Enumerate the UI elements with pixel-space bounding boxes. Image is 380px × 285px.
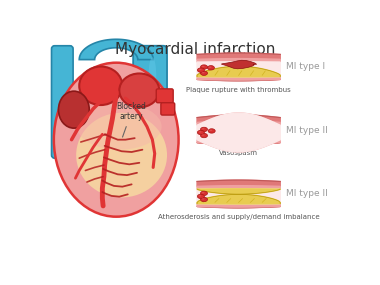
Text: Myocardial infarction: Myocardial infarction: [114, 42, 275, 57]
Polygon shape: [197, 189, 280, 204]
Ellipse shape: [59, 91, 89, 128]
FancyBboxPatch shape: [161, 103, 175, 115]
Polygon shape: [197, 53, 280, 59]
Ellipse shape: [119, 74, 159, 107]
Polygon shape: [197, 80, 280, 81]
Ellipse shape: [207, 66, 214, 70]
Ellipse shape: [202, 192, 204, 194]
Polygon shape: [197, 206, 280, 208]
Ellipse shape: [54, 63, 179, 217]
Ellipse shape: [202, 66, 204, 67]
Ellipse shape: [201, 133, 207, 138]
Ellipse shape: [201, 127, 207, 132]
Ellipse shape: [202, 198, 204, 200]
Polygon shape: [197, 180, 280, 186]
Text: MI type I: MI type I: [287, 62, 326, 72]
Polygon shape: [197, 115, 280, 123]
Ellipse shape: [197, 130, 204, 135]
Ellipse shape: [201, 65, 207, 69]
Ellipse shape: [202, 72, 204, 73]
Text: MI type II: MI type II: [287, 126, 328, 135]
FancyBboxPatch shape: [52, 46, 73, 158]
Text: MI type II: MI type II: [287, 190, 328, 198]
Polygon shape: [197, 113, 280, 125]
Text: Plaque rupture with thrombus: Plaque rupture with thrombus: [186, 87, 291, 93]
Text: Vasospasm: Vasospasm: [219, 150, 258, 156]
Ellipse shape: [201, 191, 207, 196]
Ellipse shape: [79, 66, 122, 105]
Polygon shape: [197, 62, 280, 77]
Ellipse shape: [199, 131, 201, 133]
Polygon shape: [197, 140, 280, 152]
FancyBboxPatch shape: [156, 89, 173, 103]
Ellipse shape: [149, 57, 156, 96]
Polygon shape: [197, 204, 280, 207]
Ellipse shape: [201, 197, 207, 202]
Polygon shape: [197, 186, 280, 189]
Ellipse shape: [201, 71, 207, 76]
Ellipse shape: [76, 113, 167, 198]
Ellipse shape: [77, 103, 162, 150]
Polygon shape: [197, 59, 280, 62]
Polygon shape: [221, 60, 256, 69]
Ellipse shape: [209, 130, 212, 131]
Ellipse shape: [209, 66, 212, 68]
Polygon shape: [197, 113, 280, 152]
Ellipse shape: [197, 194, 204, 199]
Ellipse shape: [208, 129, 215, 133]
Text: Atherosderosis and supply/demand imbalance: Atherosderosis and supply/demand imbalan…: [158, 214, 320, 220]
Ellipse shape: [197, 68, 204, 72]
Polygon shape: [197, 189, 280, 194]
Ellipse shape: [202, 128, 204, 130]
Polygon shape: [197, 194, 280, 204]
Polygon shape: [197, 77, 280, 80]
Ellipse shape: [202, 134, 204, 136]
Ellipse shape: [199, 69, 201, 70]
Text: Blocked
artery: Blocked artery: [117, 102, 147, 137]
Polygon shape: [197, 66, 280, 77]
Polygon shape: [79, 39, 153, 60]
Ellipse shape: [199, 195, 201, 197]
FancyBboxPatch shape: [133, 46, 167, 117]
Polygon shape: [197, 142, 280, 145]
